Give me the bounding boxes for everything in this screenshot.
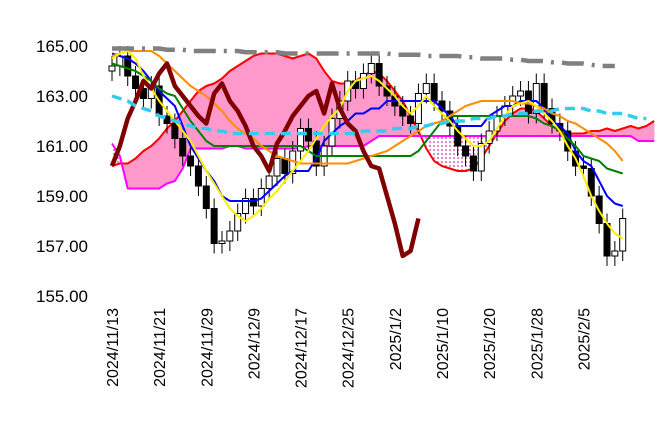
candle-body xyxy=(194,165,202,187)
x-tick-label: 2024/12/9 xyxy=(246,308,263,379)
candle-body xyxy=(517,90,525,97)
y-tick-label: 155.00 xyxy=(36,287,88,306)
candle-body xyxy=(171,123,179,139)
candle-body xyxy=(202,185,210,209)
candle-body xyxy=(226,230,234,242)
cloud-fill xyxy=(434,136,442,166)
cloud-fill xyxy=(237,60,246,149)
x-tick-label: 2024/11/13 xyxy=(105,308,122,387)
y-tick-label: 163.00 xyxy=(36,87,88,106)
candle-body xyxy=(132,75,140,89)
y-tick-label: 161.00 xyxy=(36,137,88,156)
x-tick-label: 2025/1/20 xyxy=(482,308,499,379)
x-tick-label: 2025/1/10 xyxy=(435,308,452,379)
cloud-fill xyxy=(426,136,435,161)
candle-body xyxy=(281,158,289,174)
candle-body xyxy=(367,63,375,74)
x-tick-label: 2024/11/21 xyxy=(152,308,169,387)
x-tick-label: 2025/1/2 xyxy=(388,308,405,370)
cloud-fill xyxy=(143,145,152,189)
candle-body xyxy=(579,165,587,169)
line xyxy=(111,52,624,207)
candle-body xyxy=(265,175,273,189)
candle-body xyxy=(540,83,548,109)
candle-body xyxy=(469,155,477,172)
candle-body xyxy=(611,250,619,257)
line xyxy=(111,94,647,136)
line xyxy=(112,46,615,69)
candle-body xyxy=(462,145,470,157)
y-tick-label: 157.00 xyxy=(36,237,88,256)
candle-body xyxy=(603,223,611,257)
candle-body xyxy=(532,83,540,114)
candle-body xyxy=(108,65,116,72)
candle-body xyxy=(163,115,171,124)
x-tick-label: 2024/11/29 xyxy=(199,308,216,387)
x-tick-label: 2024/12/25 xyxy=(341,308,358,388)
candle-body xyxy=(249,198,257,207)
candle-body xyxy=(187,155,195,167)
y-tick-label: 159.00 xyxy=(36,187,88,206)
candle-body xyxy=(297,128,305,152)
candle-body xyxy=(407,115,415,124)
candle-body xyxy=(375,63,383,87)
candle-body xyxy=(430,83,438,102)
candle-body xyxy=(179,138,187,157)
x-tick-label: 2025/1/28 xyxy=(529,308,546,379)
candle-body xyxy=(273,158,281,177)
candle-body xyxy=(477,143,485,172)
candle-body xyxy=(242,198,250,214)
x-tick-label: 2025/2/5 xyxy=(576,308,593,370)
candle-body xyxy=(359,73,367,89)
line xyxy=(111,52,655,172)
candle-body xyxy=(124,55,132,77)
cloud-fill xyxy=(442,136,450,169)
line xyxy=(109,61,421,259)
candle-body xyxy=(422,83,430,94)
candle-body xyxy=(619,218,627,252)
line xyxy=(111,50,624,240)
y-tick-label: 165.00 xyxy=(36,37,88,56)
x-tick-label: 2024/12/17 xyxy=(294,308,311,388)
candle-body xyxy=(218,240,226,244)
candle-body xyxy=(234,213,242,232)
candle-body xyxy=(210,208,218,244)
